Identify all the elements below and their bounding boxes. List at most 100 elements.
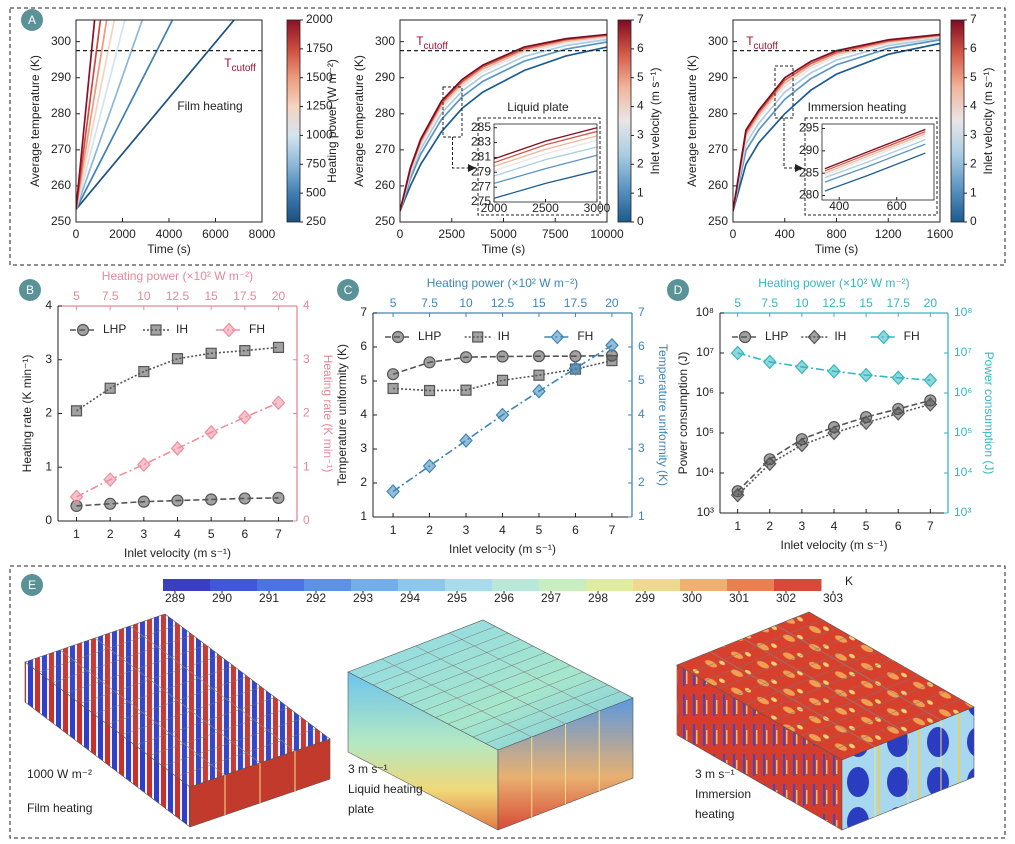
y-tick-label: 281: [471, 150, 491, 164]
x-tick-label: 4: [174, 527, 181, 541]
colorbar-tick-label: 3: [637, 128, 644, 142]
colorbar-band: [351, 579, 399, 591]
x2-tick-label: 20: [272, 289, 286, 303]
cutoff-label: Tcutoff: [224, 56, 256, 73]
y-tick-label: 295: [799, 121, 819, 135]
colorbar-tick-label: 289: [165, 591, 185, 605]
x-axis-label: Time (s): [147, 242, 191, 256]
cell-divider: [79, 655, 221, 704]
y-tick-label: 6: [360, 339, 367, 353]
marker: [238, 492, 251, 505]
colorbar-band: [680, 579, 728, 591]
marker: [605, 337, 619, 353]
zoom-arrowhead: [468, 164, 476, 172]
marker: [171, 353, 184, 365]
marker: [204, 424, 218, 440]
legend-label: IH: [176, 322, 188, 336]
x-axis-label: Inlet velocity (m s⁻¹): [449, 542, 556, 556]
x-tick-label: 2000: [109, 227, 136, 241]
y-tick-label: 280: [708, 106, 728, 120]
marker: [606, 355, 618, 367]
x-tick-label: 3000: [584, 201, 611, 215]
y-tick-label: 10⁸: [696, 305, 714, 319]
y-tick-label: 1: [45, 459, 52, 473]
x-axis-label: Time (s): [482, 242, 526, 256]
marker: [762, 354, 777, 370]
y-tick-label: 280: [375, 106, 395, 120]
colorbar-tick-label: 302: [776, 591, 796, 605]
series-line: [733, 33, 940, 212]
series-line: [733, 39, 940, 212]
series-line: [733, 42, 940, 212]
y-tick-label: 10⁷: [696, 345, 714, 359]
panel-label: B: [26, 283, 34, 297]
panel-badge: [21, 574, 43, 596]
cell-divider: [148, 707, 289, 756]
marker: [137, 495, 150, 508]
colorbar-tick-label: 1: [637, 185, 644, 199]
legend-label: FH: [904, 329, 920, 343]
x-tick-label: 1: [734, 519, 741, 533]
series-line: [733, 34, 940, 212]
cell-divider: [704, 627, 837, 682]
y2-tick-label: 7: [638, 305, 645, 319]
x2-tick-label: 17.5: [887, 296, 911, 310]
x-tick-label: 7500: [542, 227, 569, 241]
series-line: [494, 170, 597, 199]
y2-tick-label: 1: [638, 509, 645, 523]
legend-marker: [472, 331, 484, 343]
marker: [422, 458, 437, 474]
series-line: [733, 35, 940, 212]
x2-tick-label: 10: [459, 296, 473, 310]
y-tick-label: 279: [471, 164, 491, 178]
x-tick-label: 3: [140, 527, 147, 541]
x-tick-label: 2: [766, 519, 773, 533]
colorbar-band: [210, 579, 258, 591]
marker: [171, 494, 184, 507]
x-tick-label: 5000: [490, 227, 517, 241]
y-tick-label: 283: [471, 135, 491, 149]
series-line: [76, 20, 102, 210]
zoom-arrowhead: [795, 164, 803, 172]
cell-divider: [38, 624, 179, 673]
x2-tick-label: 5: [734, 296, 741, 310]
y-tick-label: 3: [45, 352, 52, 366]
colorbar-tick-label: 0: [637, 214, 644, 228]
cell-divider: [435, 665, 571, 718]
cell-divider: [121, 686, 262, 736]
marker: [495, 407, 510, 423]
y-tick-label: 1: [360, 509, 367, 523]
series-line: [824, 135, 926, 177]
caption: Liquid heating: [348, 782, 423, 796]
marker: [568, 361, 583, 376]
y2-tick-label: 4: [638, 407, 645, 421]
series-line: [76, 20, 116, 210]
cell-divider: [360, 626, 496, 679]
marker: [69, 489, 84, 505]
series-line: [824, 139, 926, 179]
plot-area: [494, 124, 597, 202]
plot-frame: [493, 123, 598, 203]
panel-label: D: [674, 283, 683, 297]
cell-divider: [107, 676, 248, 725]
x-tick-label: 2500: [532, 201, 559, 215]
cell-divider: [759, 659, 892, 713]
marker: [459, 433, 473, 448]
y-tick-label: 290: [799, 143, 819, 157]
colorbar-tick-label: 1: [970, 185, 977, 199]
y2-tick-label: 10⁷: [954, 345, 972, 359]
series-line: [824, 130, 926, 172]
panel-e-border: [9, 565, 1006, 839]
marker: [859, 415, 873, 431]
y2-axis-label: Heating rate (K min⁻¹): [321, 355, 335, 473]
y2-tick-label: 10⁶: [954, 385, 972, 399]
colorbar-band: [257, 579, 305, 591]
series-line: [76, 20, 108, 210]
y2-tick-label: 4: [303, 298, 310, 312]
y-axis-label: Average temperature (K): [685, 55, 699, 187]
marker: [923, 372, 938, 388]
y-tick-label: 250: [708, 214, 728, 228]
cell-divider: [773, 667, 906, 721]
marker: [532, 383, 546, 399]
